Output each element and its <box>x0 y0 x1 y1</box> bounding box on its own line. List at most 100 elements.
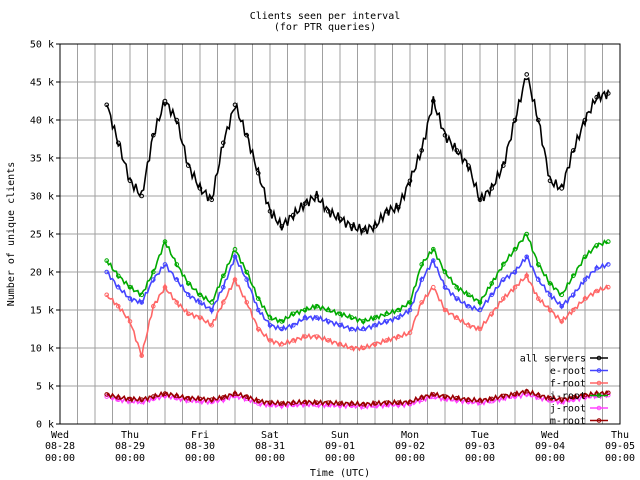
data-point <box>489 281 495 286</box>
y-tick-label: 30 k <box>30 192 54 203</box>
data-point <box>524 389 530 394</box>
legend-marker <box>596 368 602 373</box>
data-point <box>291 212 296 218</box>
data-point <box>104 394 109 399</box>
data-point <box>431 284 436 290</box>
data-point <box>337 401 343 406</box>
data-point <box>221 273 226 279</box>
data-point <box>127 396 133 402</box>
y-tick-label: 20 k <box>30 268 54 279</box>
data-point <box>209 307 214 313</box>
data-point <box>559 186 565 191</box>
data-point <box>407 330 413 336</box>
data-point <box>419 395 425 400</box>
data-point <box>279 401 285 406</box>
y-axis-ticks: 0 k 5 k 10 k 15 k 20 k 25 k 30 k 35 k 40 k 45 k 50… <box>30 40 60 431</box>
data-point <box>454 148 460 153</box>
data-point <box>116 273 121 279</box>
data-point <box>524 254 530 260</box>
data-point <box>279 341 285 347</box>
data-point <box>151 394 156 399</box>
data-point <box>256 170 261 176</box>
legend-item: m-root <box>550 416 608 427</box>
data-point <box>151 132 156 138</box>
data-point <box>501 163 506 168</box>
plot-frame <box>59 43 621 425</box>
data-point <box>477 300 483 305</box>
data-point <box>197 396 203 402</box>
data-point <box>291 311 296 317</box>
data-point <box>256 326 261 332</box>
data-point <box>267 400 273 406</box>
data-point <box>314 400 320 406</box>
data-point <box>302 315 308 320</box>
data-point <box>337 216 343 222</box>
data-point <box>232 102 238 108</box>
data-point <box>279 224 285 229</box>
data-point <box>431 392 436 397</box>
y-tick-label: 15 k <box>30 306 54 317</box>
data-point <box>524 231 530 237</box>
x-tick-time: 00:00 <box>255 453 285 464</box>
x-tick-weekday: Thu <box>611 430 629 441</box>
data-point <box>407 300 413 305</box>
data-point <box>209 322 214 328</box>
data-point <box>501 395 506 401</box>
data-point <box>139 292 144 298</box>
data-point <box>209 300 214 305</box>
x-tick-date: 09-05 <box>605 441 635 452</box>
data-point <box>477 326 483 332</box>
data-point <box>547 395 553 401</box>
data-point <box>151 277 156 282</box>
data-point <box>571 273 576 279</box>
y-tick-label: 45 k <box>30 78 54 89</box>
legend-marker <box>596 355 602 361</box>
data-point <box>384 338 390 343</box>
legend-marker <box>596 380 602 386</box>
data-point <box>244 132 249 138</box>
data-point <box>407 178 413 184</box>
data-point <box>396 205 401 210</box>
data-point <box>489 292 495 298</box>
data-point <box>594 243 600 248</box>
data-point <box>489 396 495 402</box>
data-point <box>174 300 179 305</box>
data-point <box>326 208 331 214</box>
data-point <box>104 292 109 298</box>
x-tick-weekday: Wed <box>51 430 69 441</box>
data-point <box>232 277 238 282</box>
data-point <box>104 392 109 397</box>
data-point <box>244 277 249 282</box>
x-tick-date: 08-28 <box>45 441 75 452</box>
data-point <box>512 269 518 275</box>
x-tick-weekday: Tue <box>471 430 489 441</box>
data-point <box>606 390 611 396</box>
data-point <box>174 393 179 399</box>
data-point <box>489 186 495 191</box>
data-point <box>349 224 355 229</box>
data-point <box>337 311 343 317</box>
x-tick-time: 00:00 <box>115 453 145 464</box>
data-point <box>174 117 179 123</box>
data-point <box>162 284 168 290</box>
data-point <box>291 400 296 406</box>
x-tick-time: 00:00 <box>535 453 565 464</box>
data-point <box>326 307 331 313</box>
data-point <box>291 338 296 343</box>
data-point <box>466 292 471 298</box>
data-point <box>431 258 436 263</box>
data-point <box>431 246 436 252</box>
data-point <box>232 391 238 396</box>
legend-item: j-root <box>550 404 608 415</box>
series-layer <box>104 72 611 411</box>
x-tick-weekday: Wed <box>541 430 559 441</box>
data-point <box>151 303 156 309</box>
data-point <box>209 197 214 203</box>
y-tick-label: 40 k <box>30 116 54 127</box>
data-point <box>454 296 460 301</box>
data-point <box>454 315 460 320</box>
data-point <box>466 303 471 309</box>
data-point <box>256 307 261 313</box>
data-point <box>361 401 366 407</box>
